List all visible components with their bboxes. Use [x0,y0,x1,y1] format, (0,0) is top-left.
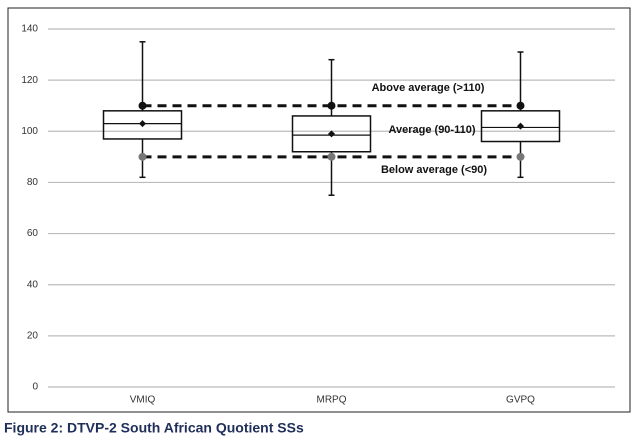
x-tick-label: GVPQ [506,395,535,406]
reference-dot [327,101,336,110]
mean-marker [328,130,335,138]
y-tick-label: 100 [21,126,38,137]
box [291,115,372,153]
y-tick-label: 60 [27,228,39,239]
box [102,110,183,140]
mean-marker [517,122,524,130]
annotation: Above average (>110) [372,82,485,94]
caption: Figure 2: DTVP-2 South African Quotient … [4,420,304,436]
reference-dot [138,152,147,161]
y-tick-label: 80 [27,177,39,188]
y-tick-label: 140 [21,24,38,35]
reference-dot [516,152,525,161]
y-tick-label: 120 [21,75,38,86]
x-tick-label: MRPQ [317,395,347,406]
chart-frame [7,7,631,413]
y-tick-label: 20 [27,330,39,341]
annotation: Below average (<90) [381,164,487,176]
x-tick-label: VMIQ [130,395,156,406]
mean-marker [139,120,146,128]
reference-dot [327,152,336,161]
reference-dot [138,101,147,110]
y-tick-label: 40 [27,279,39,290]
annotation: Average (90-110) [388,124,475,136]
box [480,110,561,143]
reference-dot [516,101,525,110]
y-tick-label: 0 [32,382,38,393]
